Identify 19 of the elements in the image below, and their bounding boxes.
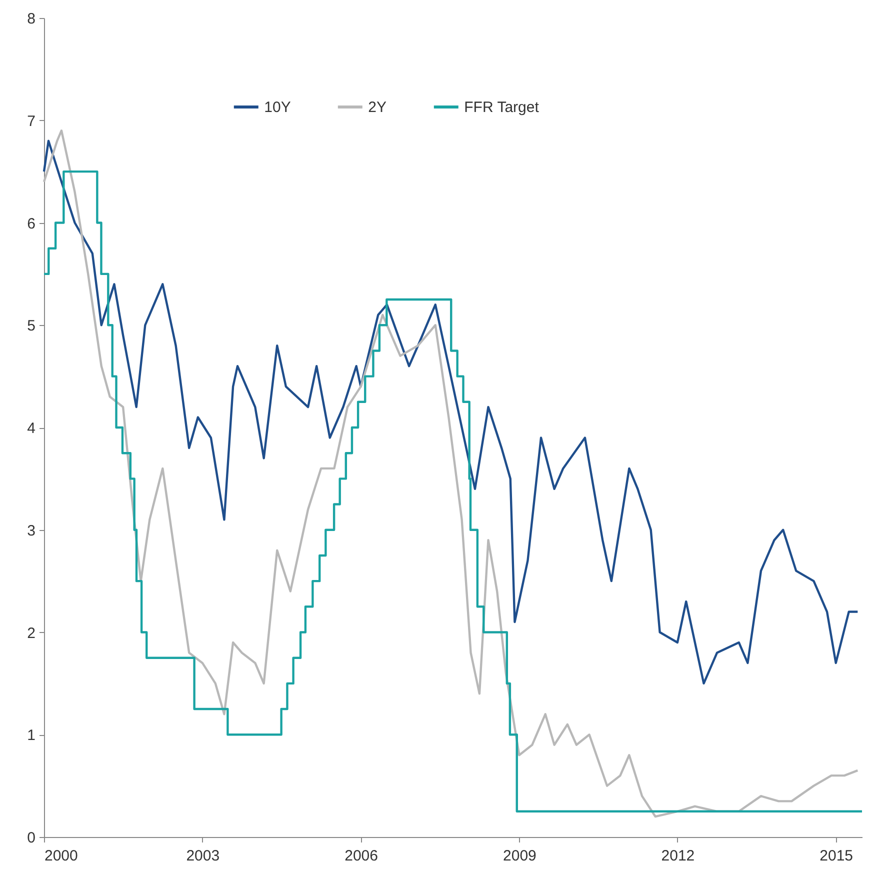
legend-label: 2Y xyxy=(368,99,386,116)
x-tick-label: 2012 xyxy=(661,848,695,864)
x-tick-label: 2009 xyxy=(503,848,536,864)
y-tick-label: 8 xyxy=(27,10,36,28)
line-series xyxy=(42,140,859,685)
y-tick-label: 7 xyxy=(27,112,36,130)
y-tick-label: 6 xyxy=(27,215,36,232)
legend-label: FFR Target xyxy=(464,99,540,116)
y-tick-label: 1 xyxy=(27,727,36,744)
x-tick-label: 2003 xyxy=(186,848,220,864)
y-tick-label: 0 xyxy=(27,830,36,846)
y-tick-label: 4 xyxy=(27,420,36,437)
y-tick-label: 5 xyxy=(27,318,36,335)
x-tick-label: 2015 xyxy=(820,848,854,864)
y-tick-label: 2 xyxy=(27,624,36,642)
y-tick-label: 3 xyxy=(27,522,36,540)
x-tick-label: 2000 xyxy=(44,848,78,864)
legend-label: 10Y xyxy=(264,99,291,116)
x-tick-label: 2006 xyxy=(344,848,378,864)
